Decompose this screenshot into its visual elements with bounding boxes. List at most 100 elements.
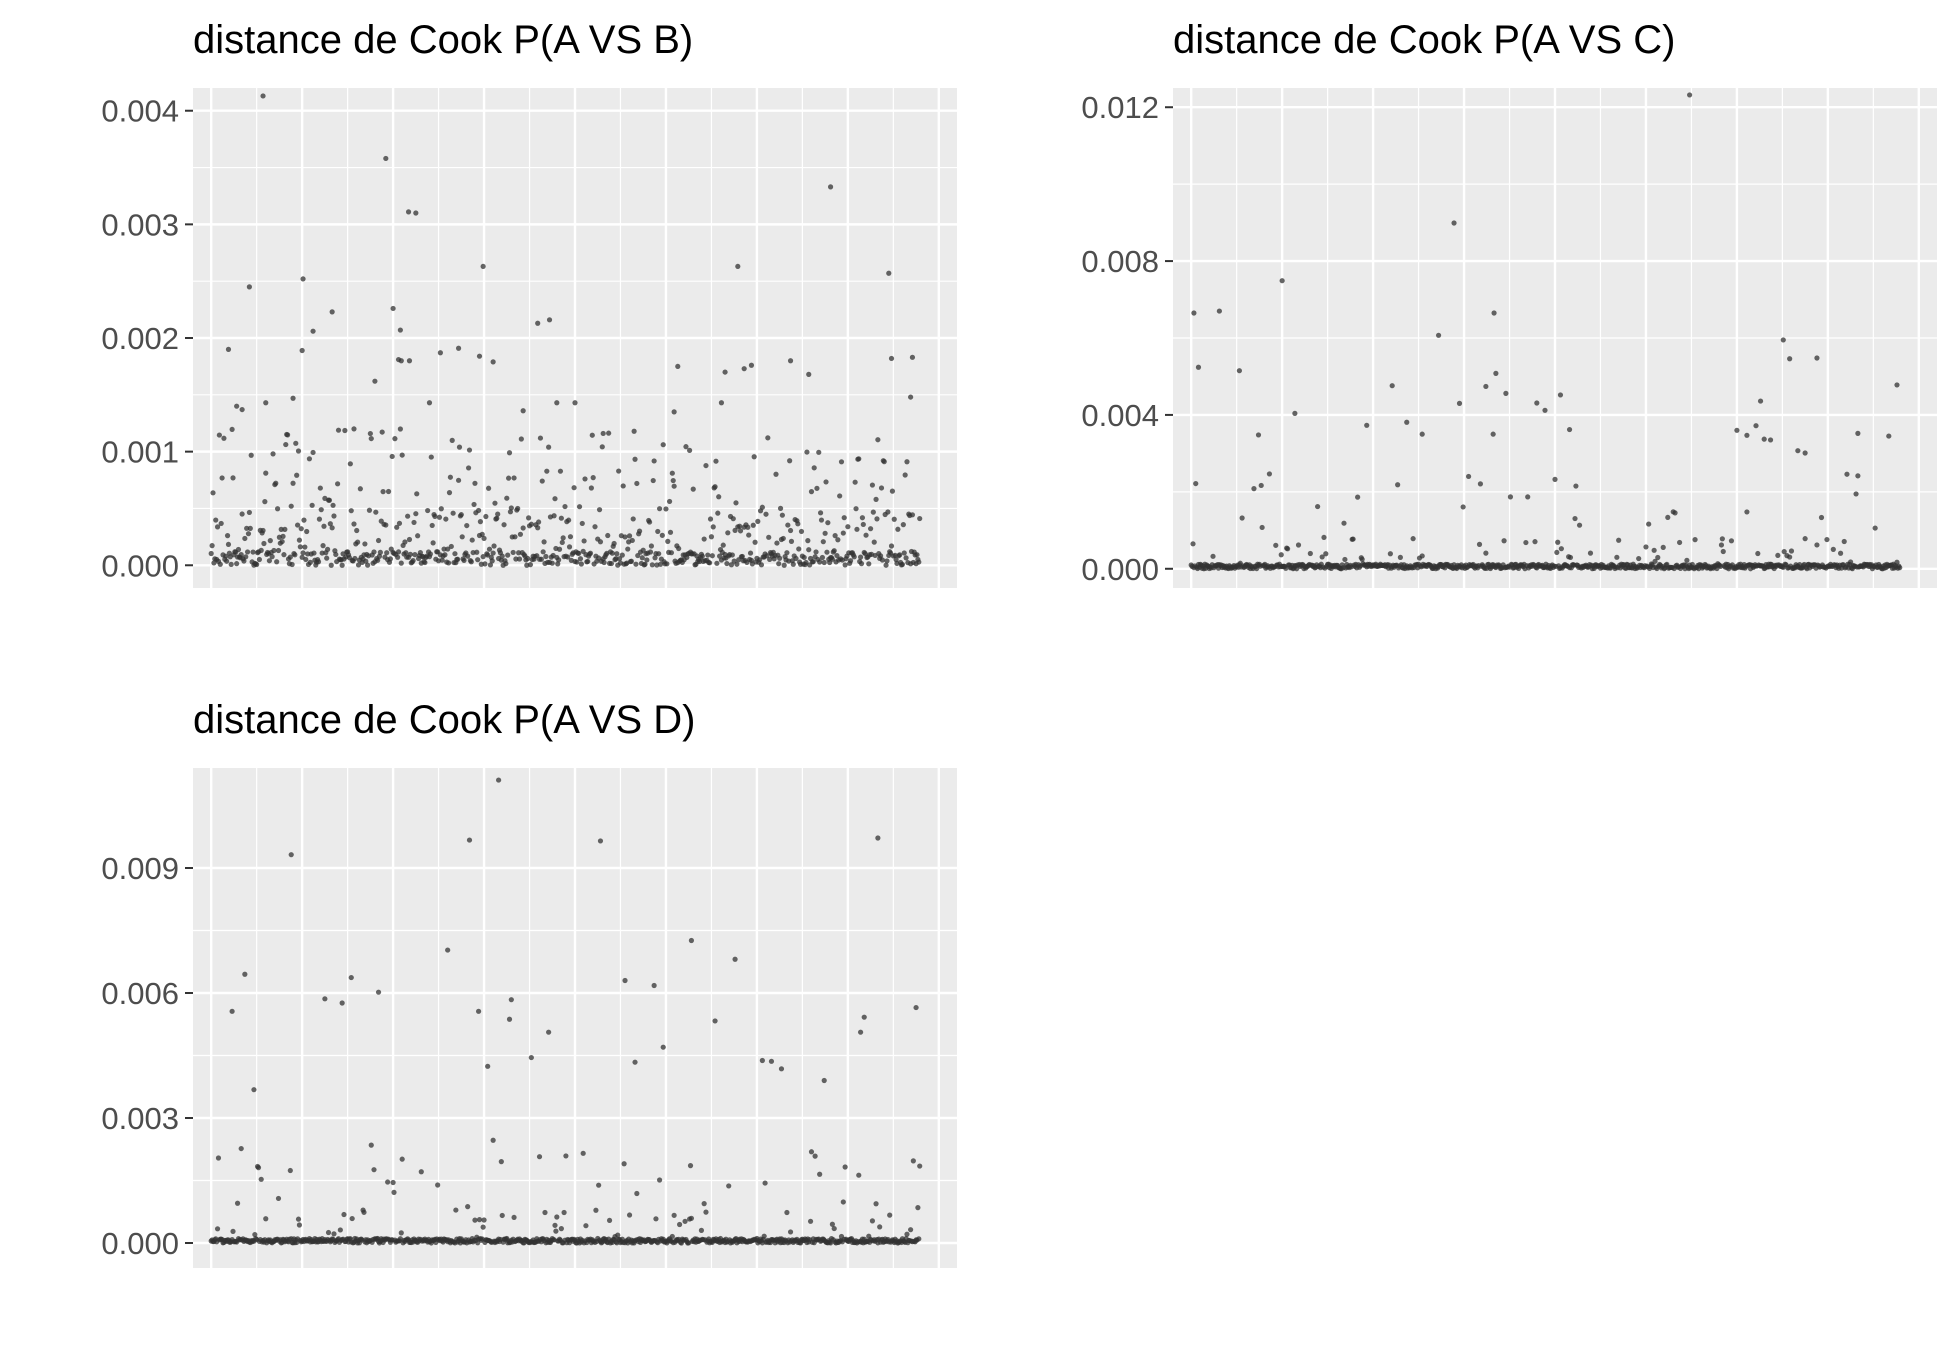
data-point xyxy=(228,561,234,567)
data-point xyxy=(335,481,341,487)
data-point xyxy=(263,470,269,476)
data-point xyxy=(337,1227,343,1233)
data-point xyxy=(219,475,225,481)
data-point xyxy=(787,458,793,464)
data-point xyxy=(279,538,285,545)
data-point xyxy=(777,505,784,511)
data-point xyxy=(394,524,400,530)
data-point xyxy=(909,354,916,360)
data-point xyxy=(886,270,892,276)
data-point xyxy=(307,559,313,565)
data-point xyxy=(758,562,765,568)
data-point xyxy=(614,551,620,557)
data-point xyxy=(244,549,251,555)
data-point xyxy=(606,1217,613,1224)
data-point xyxy=(904,459,910,465)
data-point xyxy=(853,506,859,512)
data-point xyxy=(1523,539,1529,546)
data-point xyxy=(354,527,360,534)
data-point xyxy=(397,426,403,432)
data-point xyxy=(482,561,488,567)
data-point xyxy=(373,509,379,515)
data-point xyxy=(355,539,361,545)
data-point xyxy=(234,1200,241,1206)
data-point xyxy=(832,533,838,539)
data-point xyxy=(536,519,542,525)
data-point xyxy=(246,284,252,290)
data-point xyxy=(634,480,640,487)
chart-panel-a-vs-b: distance de Cook P(A VS B) 0.000 0.001 0.0… xyxy=(0,0,975,650)
data-point xyxy=(318,507,324,513)
data-point xyxy=(305,551,311,557)
data-point xyxy=(1802,536,1808,542)
data-point xyxy=(234,403,240,409)
data-point xyxy=(798,528,805,535)
data-point xyxy=(819,554,825,561)
data-point xyxy=(664,561,670,567)
data-point xyxy=(737,528,744,534)
data-point xyxy=(1824,536,1830,543)
data-point xyxy=(556,546,563,552)
data-point xyxy=(535,320,541,326)
data-point xyxy=(418,1169,424,1175)
data-point xyxy=(315,559,322,565)
data-point xyxy=(280,533,286,539)
data-point xyxy=(889,488,896,494)
data-point xyxy=(741,366,747,372)
data-point xyxy=(486,546,493,552)
data-point xyxy=(781,562,787,568)
data-point xyxy=(1503,390,1509,396)
data-point xyxy=(729,552,735,558)
chart-title: distance de Cook P(A VS B) xyxy=(193,18,694,62)
data-point xyxy=(732,956,738,962)
data-point xyxy=(632,1059,638,1065)
data-point xyxy=(330,502,336,508)
data-point xyxy=(648,543,655,549)
data-point xyxy=(1389,383,1395,389)
data-point xyxy=(383,522,389,528)
data-point xyxy=(670,477,676,484)
data-point xyxy=(398,560,404,566)
data-point xyxy=(701,536,707,542)
data-point xyxy=(363,558,369,564)
data-point xyxy=(399,452,405,458)
data-point xyxy=(487,562,494,568)
data-point xyxy=(795,521,801,527)
data-point xyxy=(1566,426,1573,433)
data-point xyxy=(269,554,275,560)
data-point xyxy=(746,532,752,538)
data-point xyxy=(1728,538,1735,544)
data-point xyxy=(592,524,598,530)
data-point xyxy=(304,528,310,535)
data-point xyxy=(1315,503,1321,510)
data-point xyxy=(714,560,720,566)
data-point xyxy=(528,521,534,527)
data-point xyxy=(465,465,472,471)
data-point xyxy=(1216,308,1222,314)
data-point xyxy=(869,482,876,488)
data-point xyxy=(489,558,495,564)
data-point xyxy=(703,462,709,469)
data-point xyxy=(411,519,417,526)
data-point xyxy=(555,561,561,567)
data-point xyxy=(387,556,393,562)
data-point xyxy=(577,556,584,562)
data-point xyxy=(406,358,413,364)
data-point xyxy=(722,369,728,375)
data-point xyxy=(395,549,402,555)
data-point xyxy=(242,535,248,542)
data-point xyxy=(720,542,726,548)
data-point xyxy=(368,435,374,442)
data-point xyxy=(329,525,335,531)
data-point xyxy=(471,501,477,508)
data-point xyxy=(317,485,323,491)
data-point xyxy=(516,550,522,556)
data-point xyxy=(557,468,564,474)
data-point xyxy=(804,449,810,455)
y-tick-label: 0.012 xyxy=(1081,90,1159,125)
data-point xyxy=(572,400,578,406)
data-point xyxy=(590,475,596,481)
data-point xyxy=(292,552,298,558)
data-point xyxy=(252,1231,258,1238)
data-point xyxy=(574,559,580,565)
